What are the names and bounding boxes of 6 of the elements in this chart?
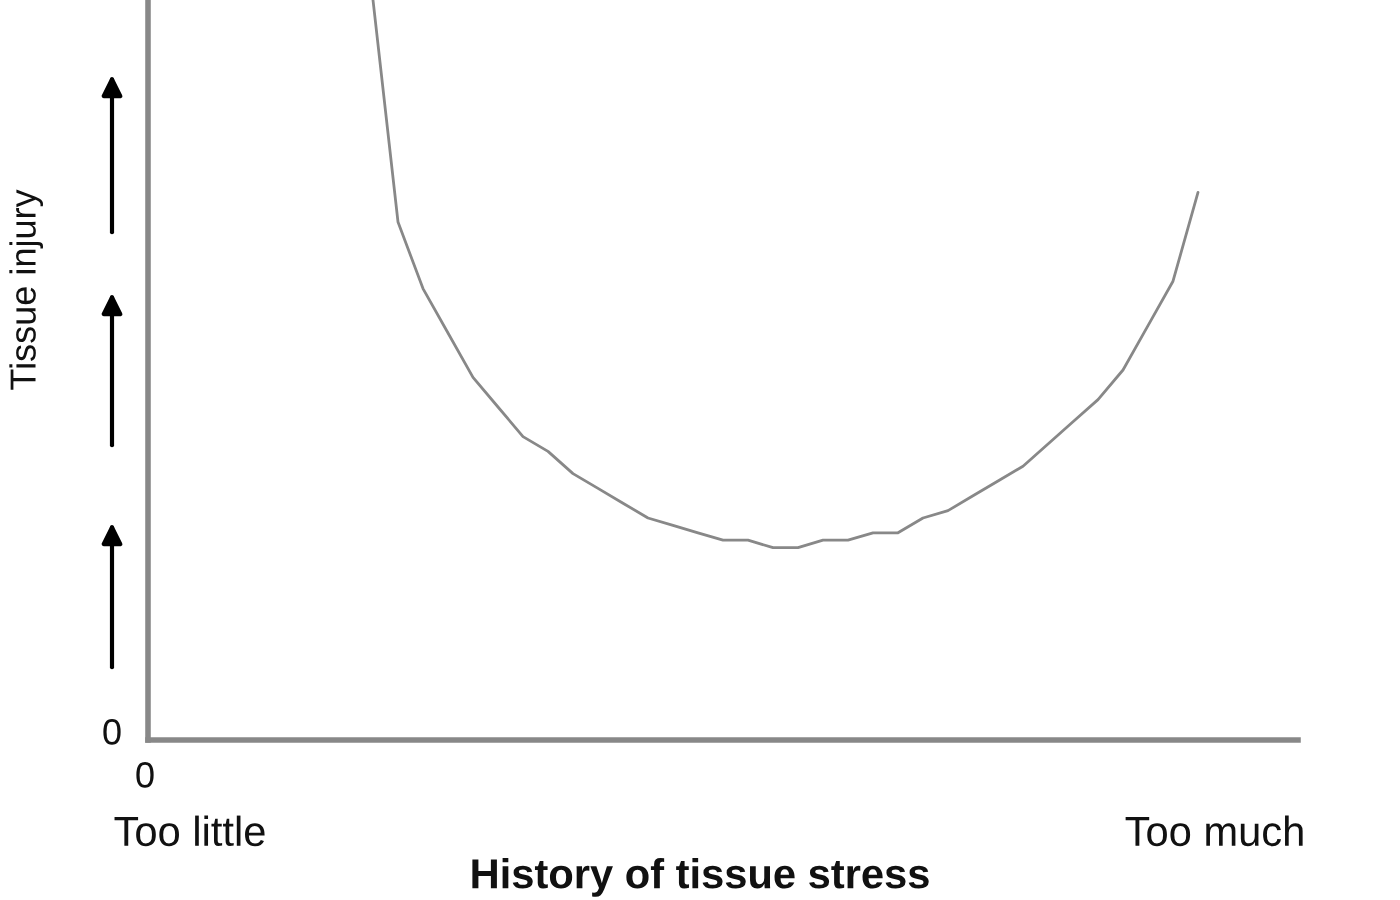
text: Too much	[1125, 815, 1303, 847]
x-axis-title: History of tissue stress	[472, 858, 929, 897]
text: 0	[136, 762, 154, 788]
text: 0	[103, 719, 121, 745]
y-axis-title: Tissue injury	[9, 189, 43, 390]
text: Too little	[114, 815, 265, 847]
